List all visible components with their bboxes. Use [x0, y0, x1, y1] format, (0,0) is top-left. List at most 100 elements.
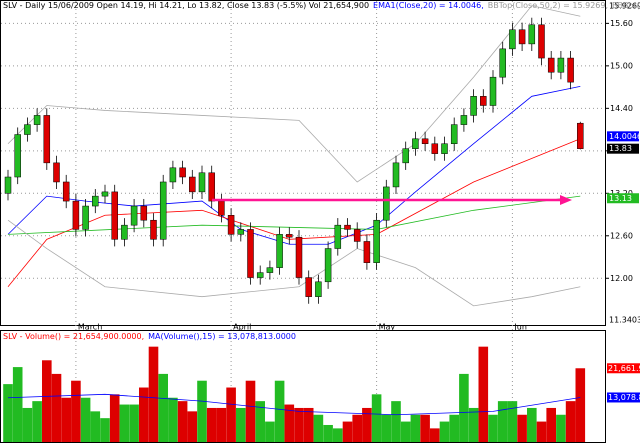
volume-bar	[22, 407, 33, 442]
candle-body	[528, 24, 536, 45]
candle-body	[237, 229, 245, 235]
volume-bar	[362, 407, 372, 442]
header-part: EMA1(Close,20) = 14.0046,	[373, 1, 484, 10]
header-part: SLV - Daily 15/06/2009 Open 14.19, Hi 14…	[3, 1, 369, 10]
candle-body	[72, 200, 80, 230]
volume-bar	[71, 380, 81, 442]
volume-bar	[168, 397, 178, 442]
value-box-label: 15.9269	[609, 2, 640, 11]
volume-bar	[109, 394, 120, 442]
volume-bar	[400, 421, 411, 442]
volume-bar	[216, 407, 227, 442]
x-tick-label: March	[78, 323, 102, 332]
volume-bar	[381, 414, 392, 442]
candle-body	[62, 181, 70, 202]
y-tick-label: 15.60	[610, 19, 633, 28]
candle-body	[4, 176, 12, 194]
value-box	[607, 363, 640, 374]
volume-bar	[410, 414, 421, 442]
header: SLV - Volume() = 21,654,900.0000, MA(Volu…	[3, 332, 296, 341]
candle-body	[334, 224, 342, 249]
volume-bar	[119, 404, 130, 442]
candle-body	[324, 248, 332, 283]
candle-body	[14, 134, 21, 178]
y-tick-label: 12.00	[610, 274, 633, 283]
volume-bar	[61, 397, 71, 442]
candle-body	[189, 176, 196, 193]
volume-bar	[158, 373, 168, 442]
volume-bar	[245, 380, 256, 442]
candle-body	[53, 162, 60, 183]
candle-body	[130, 205, 138, 226]
volume-bar	[226, 387, 236, 442]
candle-body	[373, 219, 380, 263]
volume-frame	[0, 330, 606, 443]
candle-body	[43, 115, 51, 164]
volume-bar	[527, 407, 537, 442]
value-box-label: 21,661.90	[608, 364, 640, 373]
value-box-label: 13.13	[609, 194, 632, 203]
candle-body	[140, 205, 148, 221]
y-tick-label: 15.00	[610, 61, 633, 70]
x-tick-label: Jun	[513, 323, 527, 332]
candle-body	[460, 115, 468, 125]
indicator-line	[7, 138, 581, 288]
candle-body	[159, 181, 167, 240]
volume-bar	[323, 424, 333, 442]
volume-bar	[449, 414, 459, 442]
candle-body	[169, 167, 177, 183]
value-box	[607, 131, 639, 142]
volume-bar	[177, 401, 188, 442]
candle-body	[227, 215, 235, 235]
candle-body	[577, 122, 584, 149]
volume-ma-line	[7, 393, 581, 416]
candle-body	[412, 138, 419, 149]
candle-body	[218, 200, 225, 216]
x-tick-label: May	[379, 323, 396, 332]
candle-body	[82, 205, 89, 230]
candle-body	[480, 96, 487, 106]
candle-body	[111, 191, 118, 240]
candle-body	[33, 115, 41, 125]
volume-bar	[148, 346, 159, 442]
candle-body	[256, 272, 264, 278]
value-box	[607, 315, 639, 325]
volume-bar	[459, 373, 469, 442]
candle-body	[441, 143, 448, 154]
volume-bar	[536, 421, 547, 442]
candle-body	[489, 76, 497, 106]
volume-bar	[478, 346, 489, 442]
volume-bar	[139, 387, 149, 442]
candle-body	[470, 96, 477, 116]
volume-bar	[12, 367, 23, 442]
candle-body	[567, 57, 574, 83]
candle-body	[383, 186, 390, 221]
volume-bar	[274, 380, 285, 442]
candle-body	[276, 234, 283, 268]
x-tick-label: April	[233, 323, 251, 332]
y-tick-label: 12.60	[610, 231, 633, 240]
candle-body	[353, 229, 361, 242]
volume-bar	[556, 414, 566, 442]
volume-bar	[303, 407, 314, 442]
header-part: BBTop(Close,50,2) = 15.9269,	[488, 1, 608, 10]
candle-body	[363, 241, 371, 263]
value-box-label: 13.83	[609, 144, 632, 153]
volume-bar	[255, 401, 265, 442]
value-box	[607, 143, 639, 154]
volume-bar	[575, 368, 586, 442]
candle-body	[547, 57, 555, 73]
volume-bar	[371, 394, 382, 442]
candle-body	[518, 29, 526, 45]
volume-bar	[51, 373, 62, 442]
value-box-label: 14.0046	[609, 132, 640, 141]
volume-bar	[206, 407, 217, 442]
candle-body	[92, 195, 99, 207]
volume-bar	[439, 421, 450, 442]
volume-bar	[468, 407, 479, 442]
candle-body	[198, 172, 206, 193]
volume-bar	[342, 421, 353, 442]
candle-body	[101, 191, 109, 197]
volume-bar	[497, 401, 508, 442]
